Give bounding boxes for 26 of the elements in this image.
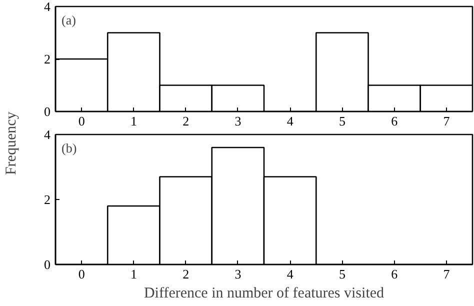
x-tick-label: 5 — [338, 114, 346, 128]
x-tick-label: 0 — [78, 266, 85, 282]
x-tick-label: 1 — [130, 266, 137, 282]
y-tick-label: 0 — [44, 257, 50, 272]
y-tick-label: 4 — [44, 0, 51, 14]
y-axis-title: Frequency — [4, 111, 20, 176]
y-tick-label: 0 — [44, 104, 50, 119]
y-tick-label: 2 — [44, 192, 50, 207]
x-tick-label: 2 — [182, 114, 190, 128]
x-tick-label: 3 — [234, 114, 242, 128]
x-tick-label: 0 — [78, 114, 85, 128]
x-tick-label: 5 — [338, 266, 346, 282]
y-tick-label: 4 — [44, 127, 51, 142]
x-tick-label: 1 — [130, 114, 137, 128]
x-tick-label: 7 — [443, 114, 450, 128]
annotation: (b) — [62, 140, 77, 156]
x-tick-label: 2 — [182, 266, 190, 282]
y-tick-label: 2 — [44, 52, 50, 66]
x-axis-title: Difference in number of features visited — [144, 286, 385, 302]
annotation: (a) — [62, 12, 76, 28]
x-tick-label: 6 — [391, 266, 398, 282]
x-tick-label: 4 — [286, 114, 294, 128]
x-tick-label: 4 — [286, 266, 294, 282]
x-tick-label: 6 — [391, 114, 398, 128]
x-tick-label: 7 — [443, 266, 450, 282]
x-tick-label: 3 — [234, 266, 242, 282]
